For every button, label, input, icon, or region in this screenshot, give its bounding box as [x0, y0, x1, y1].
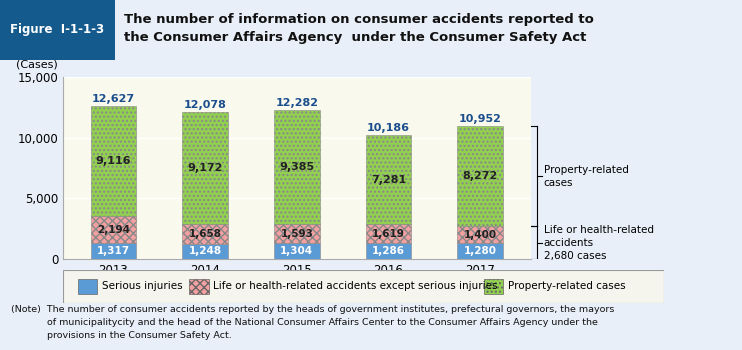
- Bar: [91, 216, 137, 243]
- Text: 1,658: 1,658: [188, 229, 222, 239]
- Bar: [457, 244, 503, 259]
- Text: Property-related
cases: Property-related cases: [544, 165, 628, 188]
- Text: Serious injuries: Serious injuries: [102, 281, 183, 291]
- Text: 7,281: 7,281: [371, 175, 406, 184]
- Text: 1,304: 1,304: [280, 246, 313, 256]
- Bar: [274, 224, 320, 243]
- Text: 2,194: 2,194: [97, 225, 130, 235]
- Bar: [366, 135, 411, 224]
- Bar: [189, 279, 209, 294]
- Text: 1,317: 1,317: [97, 246, 130, 256]
- Bar: [183, 244, 228, 259]
- Text: (Note)  The number of consumer accidents reported by the heads of government ins: (Note) The number of consumer accidents …: [11, 305, 614, 340]
- Bar: [183, 112, 228, 224]
- Bar: [183, 224, 228, 244]
- Text: 1,619: 1,619: [372, 229, 405, 239]
- Text: Figure  I-1-1-3: Figure I-1-1-3: [10, 23, 105, 36]
- Bar: [91, 106, 137, 216]
- Text: 1,400: 1,400: [464, 230, 496, 240]
- Text: Life or health-related accidents except serious injuries: Life or health-related accidents except …: [214, 281, 498, 291]
- Text: 8,272: 8,272: [462, 171, 498, 181]
- Bar: [91, 243, 137, 259]
- Bar: [274, 243, 320, 259]
- Text: 10,186: 10,186: [367, 123, 410, 133]
- Text: 12,282: 12,282: [275, 98, 318, 108]
- Text: 1,286: 1,286: [372, 246, 405, 256]
- Text: Property-related cases: Property-related cases: [508, 281, 626, 291]
- Text: 1,280: 1,280: [464, 246, 496, 256]
- Text: 9,116: 9,116: [96, 156, 131, 166]
- Bar: [457, 226, 503, 244]
- Bar: [78, 279, 97, 294]
- Text: 9,172: 9,172: [188, 163, 223, 173]
- Text: 1,248: 1,248: [188, 246, 222, 257]
- Bar: [0, 0, 115, 60]
- Text: Life or health-related
accidents
2,680 cases: Life or health-related accidents 2,680 c…: [544, 225, 654, 261]
- Text: (Cases): (Cases): [16, 60, 58, 70]
- Text: The number of information on consumer accidents reported to
the Consumer Affairs: The number of information on consumer ac…: [124, 13, 594, 44]
- Bar: [366, 224, 411, 243]
- Text: 1,593: 1,593: [280, 229, 313, 238]
- Text: 12,078: 12,078: [184, 100, 226, 110]
- Bar: [484, 279, 503, 294]
- Text: 9,385: 9,385: [279, 162, 315, 172]
- Bar: [366, 243, 411, 259]
- Text: 10,952: 10,952: [459, 114, 502, 124]
- Bar: [274, 110, 320, 224]
- Bar: [457, 126, 503, 226]
- Text: 12,627: 12,627: [92, 93, 135, 104]
